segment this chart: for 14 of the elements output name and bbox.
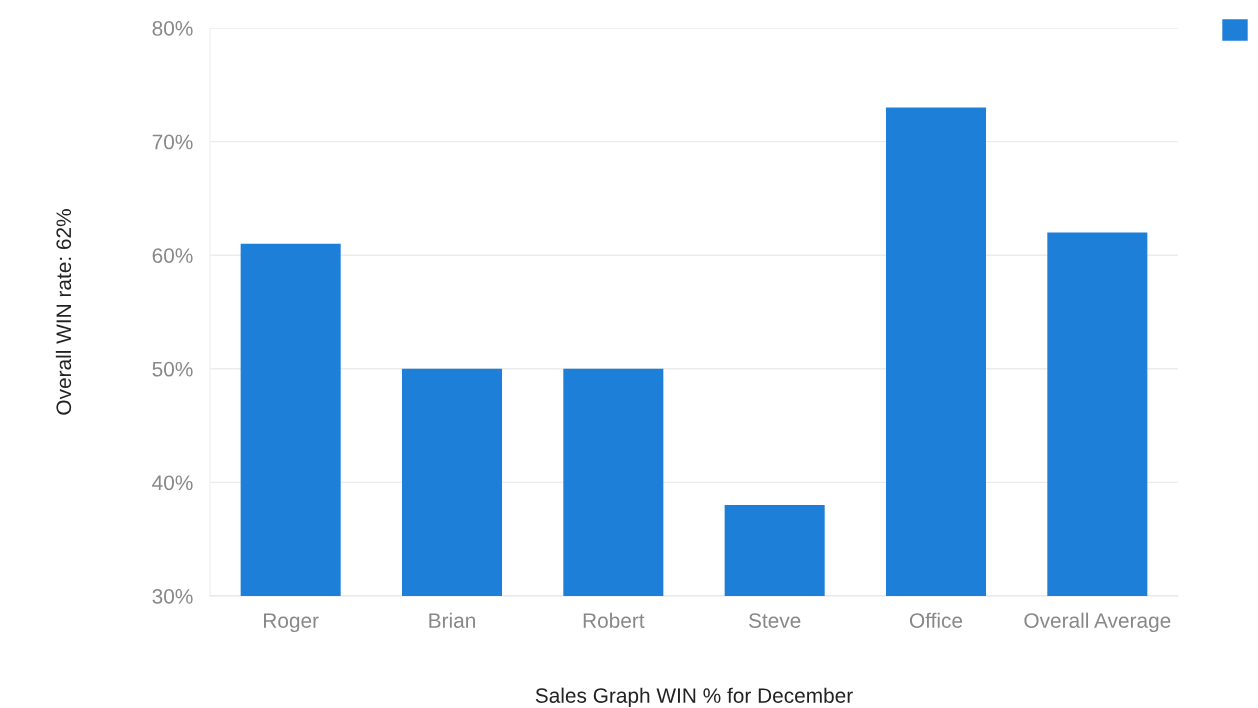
x-tick-label: Robert <box>583 612 645 628</box>
x-tick-label: Overall Average <box>1024 612 1171 633</box>
y-tick-label: 80% <box>152 21 193 36</box>
x-tick-label: Office <box>909 612 963 628</box>
y-tick-label: 50% <box>152 361 193 377</box>
y-tick-label: 60% <box>152 248 193 263</box>
y-tick-label: 30% <box>152 589 193 604</box>
y-tick-label: 40% <box>152 475 193 491</box>
y-axis-title: Overall WIN rate: 62% <box>55 209 72 415</box>
x-axis-title: Sales Graph WIN % for December <box>535 687 853 708</box>
x-tick-label: Steve <box>748 613 801 628</box>
x-tick-label: Brian <box>429 612 475 628</box>
x-tick-label: Roger <box>264 613 319 633</box>
y-tick-label: 70% <box>152 134 193 150</box>
